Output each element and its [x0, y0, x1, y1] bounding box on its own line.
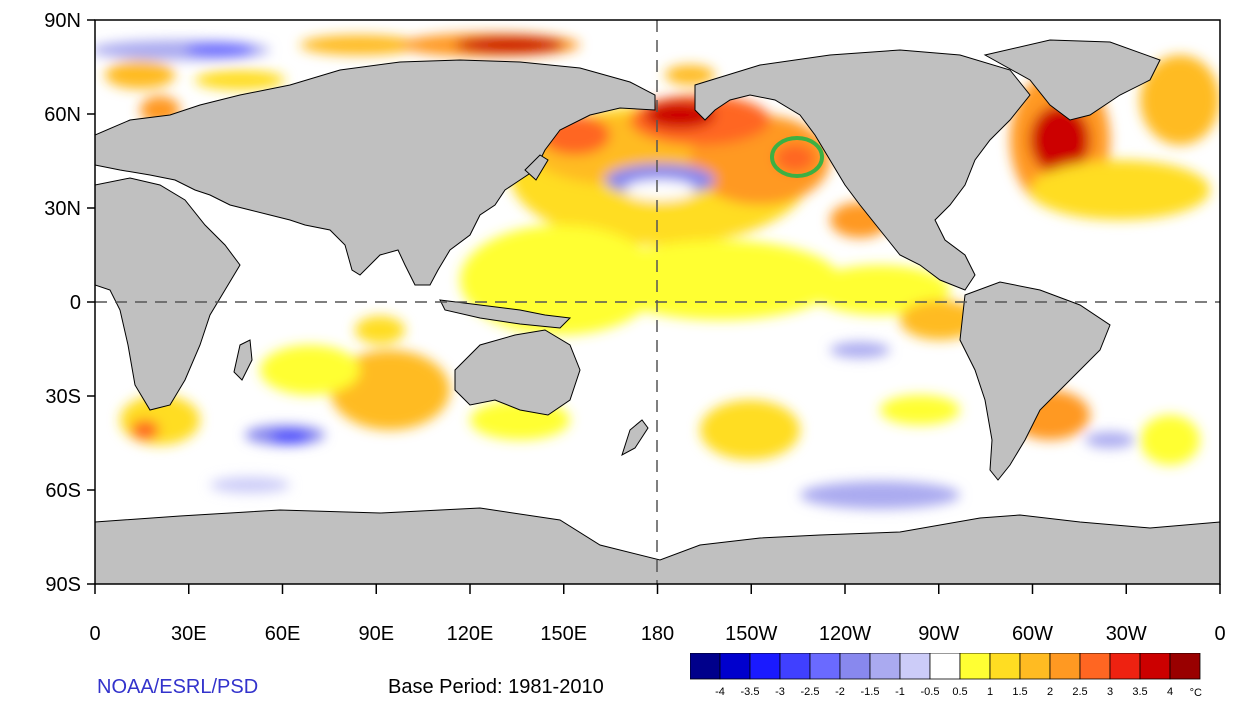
lon-tick-label: 60E: [265, 623, 301, 645]
north-america: [694, 49, 1031, 291]
colorbar-tick-label: -1.5: [861, 686, 880, 698]
longitude-ticks: 0 30E 60E 90E 120E 150E 180 150W 120W 90W 60W 30W 0: [89, 584, 1226, 645]
colorbar-swatch: [749, 653, 781, 680]
eurasia: [95, 59, 656, 286]
colorbar-tick-label: 2: [1047, 686, 1053, 698]
colorbar-swatch: [809, 653, 841, 680]
colorbar-tick-label: -3.5: [741, 686, 760, 698]
lon-tick-label: 0: [1214, 623, 1225, 645]
greenland: [983, 39, 1161, 121]
colorbar-tick-label: 3: [1107, 686, 1113, 698]
colorbar-tick-label: 4: [1167, 686, 1173, 698]
colorbar-swatch: [929, 653, 961, 680]
highlight-circle: [770, 136, 824, 178]
latitude-ticks: 90N 60N 30N 0 30S 60S 90S: [44, 10, 95, 596]
colorbar-tick-label: -1: [895, 686, 905, 698]
colorbar-swatch: [1169, 653, 1201, 680]
colorbar-tick-label: 2.5: [1072, 686, 1087, 698]
colorbar-tick-label: 1: [987, 686, 993, 698]
base-period-label: Base Period: 1981-2010: [388, 676, 604, 698]
lon-tick-label: 0: [89, 623, 100, 645]
africa: [95, 177, 241, 411]
antarctica: [95, 507, 1220, 584]
lon-tick-label: 150E: [540, 623, 587, 645]
colorbar-swatch: [839, 653, 871, 680]
colorbar-swatch: [1079, 653, 1111, 680]
lon-tick-label: 90W: [918, 623, 959, 645]
lat-tick-label: 60S: [45, 480, 81, 502]
colorbar-tick-label: -0.5: [921, 686, 940, 698]
new-zealand: [621, 419, 649, 457]
lon-tick-label: 30E: [171, 623, 207, 645]
colorbar-swatch: [959, 653, 991, 680]
colorbar-swatch: [1109, 653, 1141, 680]
lat-tick-label: 60N: [44, 104, 81, 126]
land-masses: [95, 39, 1220, 584]
lon-tick-label: 120W: [819, 623, 871, 645]
lon-tick-label: 180: [641, 623, 674, 645]
lat-tick-label: 30S: [45, 386, 81, 408]
lat-tick-label: 90N: [44, 10, 81, 32]
colorbar-swatch: [989, 653, 1021, 680]
colorbar-swatch: [719, 653, 751, 680]
indonesia: [439, 299, 572, 329]
colorbar-unit: °C: [1190, 687, 1202, 699]
lat-tick-label: 0: [70, 292, 81, 314]
colorbar-swatch: [690, 653, 721, 680]
lat-tick-label: 90S: [45, 574, 81, 596]
colorbar-swatch: [899, 653, 931, 680]
colorbar-swatch: [1019, 653, 1051, 680]
colorbar-tick-label: -3: [775, 686, 785, 698]
colorbar-swatch: [779, 653, 811, 680]
colorbar-swatch: [1139, 653, 1171, 680]
lon-tick-label: 90E: [358, 623, 394, 645]
madagascar: [233, 339, 253, 381]
colorbar-tick-label: 3.5: [1132, 686, 1147, 698]
lon-tick-label: 60W: [1012, 623, 1053, 645]
colorbar-tick-label: 1.5: [1012, 686, 1027, 698]
lon-tick-label: 150W: [725, 623, 777, 645]
south-america: [959, 281, 1111, 481]
colorbar-tick-label: 0.5: [952, 686, 967, 698]
source-label: NOAA/ESRL/PSD: [97, 676, 259, 698]
lat-tick-label: 30N: [44, 198, 81, 220]
australia: [454, 329, 581, 416]
colorbar-tick-label: -2.5: [801, 686, 820, 698]
colorbar: -4 -3.5 -3 -2.5 -2 -1.5 -1 -0.5 0.5 1 1.5 2 2.5 3 3.5 4…: [690, 653, 1202, 699]
colorbar-swatch: [869, 653, 901, 680]
colorbar-swatch: [1049, 653, 1081, 680]
japan: [524, 154, 549, 181]
colorbar-tick-label: -2: [835, 686, 845, 698]
lon-tick-label: 120E: [447, 623, 494, 645]
lon-tick-label: 30W: [1106, 623, 1147, 645]
colorbar-tick-label: -4: [715, 686, 725, 698]
